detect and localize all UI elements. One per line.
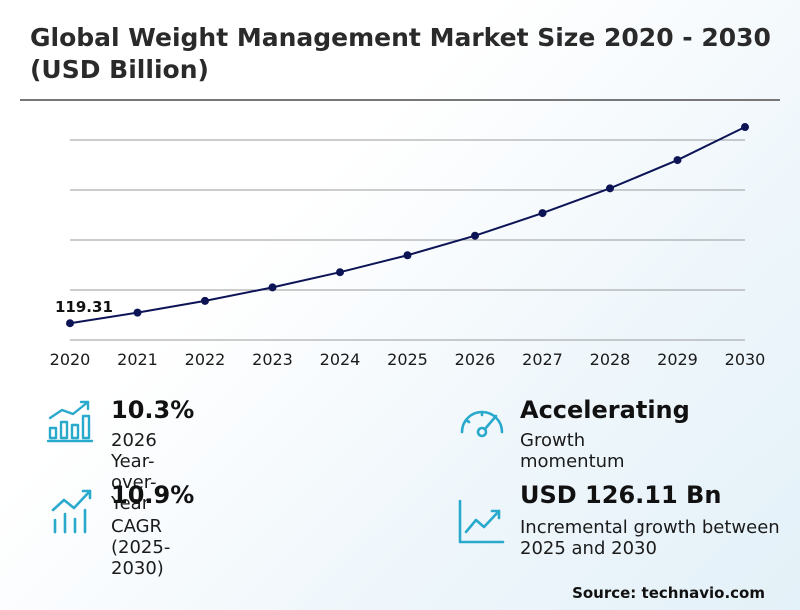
- x-tick-label: 2030: [725, 350, 766, 369]
- kpi-cagr-label: CAGR (2025-2030): [111, 516, 171, 579]
- x-tick-label: 2027: [522, 350, 563, 369]
- data-point-2030: [741, 123, 749, 132]
- data-point-2026: [471, 231, 479, 240]
- line-chart-growth-icon: [458, 499, 505, 544]
- x-tick-label: 2022: [185, 350, 226, 369]
- data-point-2020: [66, 319, 74, 328]
- kpi-cagr-value: 10.9%: [111, 481, 195, 509]
- trend-bars-icon: [51, 489, 92, 534]
- data-label: 119.31: [55, 298, 113, 316]
- x-tick-label: 2026: [455, 350, 496, 369]
- data-point-2024: [336, 268, 344, 277]
- kpi-yoy-value: 10.3%: [111, 396, 195, 424]
- speedometer-icon: [460, 410, 504, 438]
- kpi-incremental-value: USD 126.11 Bn: [520, 481, 722, 509]
- x-tick-label: 2028: [590, 350, 631, 369]
- title-divider: [20, 99, 780, 101]
- x-tick-label: 2021: [117, 350, 158, 369]
- kpi-incremental-label: Incremental growth between 2025 and 2030: [520, 517, 780, 559]
- data-point-2021: [133, 308, 142, 317]
- kpi-momentum-label: Growth momentum: [520, 430, 625, 472]
- x-tick-label: 2023: [252, 350, 293, 369]
- series-line: [69, 126, 746, 325]
- data-point-2023: [268, 283, 277, 292]
- data-point-2028: [606, 184, 614, 193]
- chart-title: Global Weight Management Market Size 202…: [30, 23, 771, 84]
- x-tick-label: 2029: [657, 350, 698, 369]
- x-tick-label: 2025: [387, 350, 428, 369]
- data-point-2025: [403, 251, 412, 260]
- data-point-2022: [201, 296, 209, 305]
- kpi-momentum-value: Accelerating: [520, 396, 690, 424]
- x-tick-label: 2020: [50, 350, 91, 369]
- source-credit: Source: technavio.com: [572, 584, 765, 602]
- bar-chart-growth-icon: [46, 400, 94, 443]
- x-tick-label: 2024: [320, 350, 361, 369]
- line-chart: 2020 2021 2022 2023 2024 2025 2026 2027 2028 2029…: [50, 123, 766, 369]
- kpi-yoy-label: 2026 Year-over-Year: [111, 430, 157, 514]
- data-point-2029: [673, 156, 682, 165]
- data-point-2027: [538, 209, 547, 218]
